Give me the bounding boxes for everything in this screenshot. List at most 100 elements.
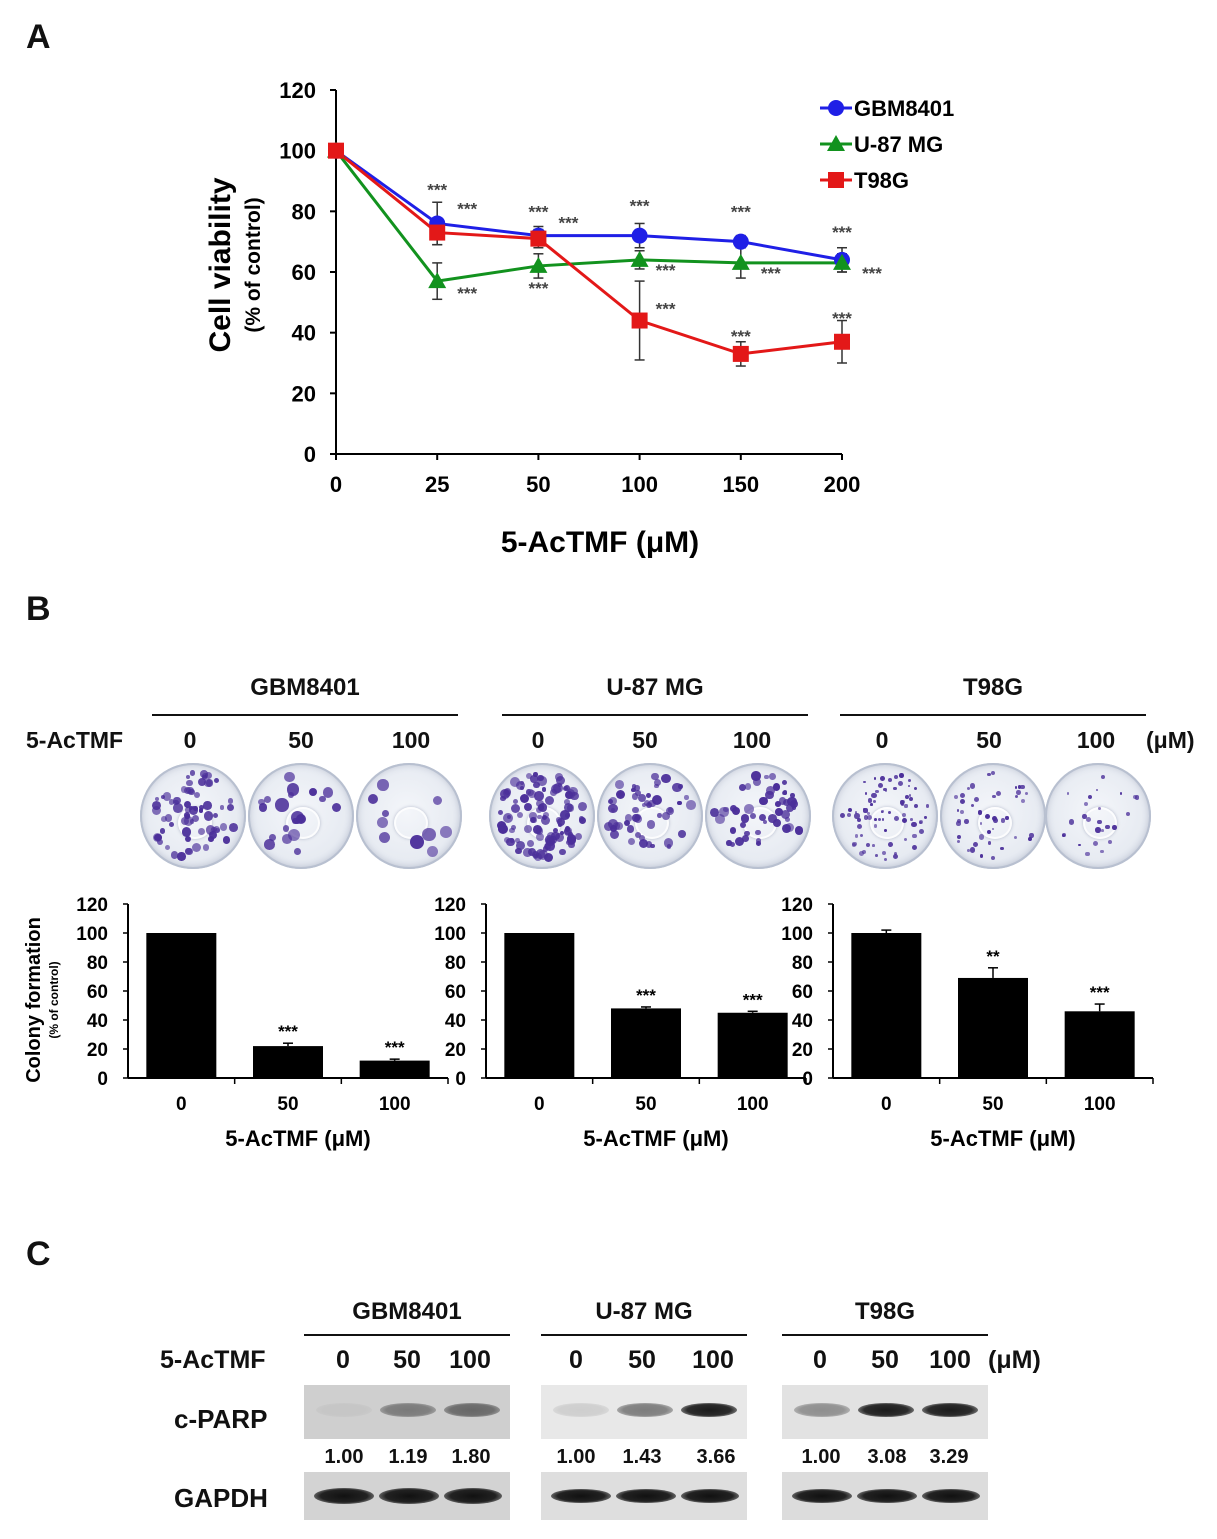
bar-xlabel: 5-AcTMF (μM)	[583, 1126, 728, 1151]
colony-dot	[971, 803, 975, 807]
colony-dot	[782, 799, 790, 807]
colony-dot	[872, 844, 875, 848]
colony-dot	[288, 792, 295, 799]
colony-dot	[907, 778, 911, 782]
colony-dot	[537, 803, 545, 811]
colony-dot	[535, 848, 546, 859]
colony-dot	[1108, 840, 1113, 845]
colony-dot	[1078, 843, 1081, 847]
blot-treatment-label: 5-AcTMF	[160, 1346, 266, 1374]
colony-dot	[908, 796, 914, 802]
colony-dot	[1101, 829, 1105, 832]
blot-band	[922, 1489, 980, 1503]
blot-ratio-value: 1.43	[622, 1446, 662, 1468]
panel-b-letter: B	[26, 590, 51, 628]
blot-row-label-cparp: c-PARP	[174, 1404, 268, 1434]
colony-dot	[954, 794, 959, 799]
colony-dot	[168, 798, 175, 805]
colony-dot	[1112, 825, 1117, 830]
colony-dot	[719, 807, 729, 817]
colony-dot	[781, 810, 791, 820]
colony-dot	[901, 812, 906, 817]
colony-dot	[258, 803, 268, 812]
colony-dot	[188, 788, 195, 796]
colony-dot	[957, 840, 961, 844]
colony-dot	[993, 818, 998, 824]
colony-dot	[551, 784, 562, 795]
colony-dot	[502, 813, 513, 824]
data-point	[328, 142, 344, 159]
colony-dot	[607, 798, 613, 804]
bar-xlabel: 5-AcTMF (μM)	[225, 1126, 370, 1151]
blot-band	[616, 1489, 676, 1503]
colony-dot	[984, 813, 990, 819]
colony-dot	[729, 841, 735, 847]
legend-label: GBM8401	[854, 96, 954, 121]
colony-dot	[755, 838, 762, 845]
y-tick-label: 80	[292, 199, 316, 224]
colony-dot	[973, 796, 980, 802]
colony-dot	[888, 841, 893, 847]
colony-dot	[744, 804, 754, 814]
colony-dot	[559, 848, 566, 855]
bar-y-tick-label: 100	[781, 924, 813, 945]
bar-y-tick-label: 40	[445, 1011, 466, 1032]
colony-dot	[686, 800, 696, 810]
colony-dot	[186, 774, 191, 779]
significance-label: ***	[862, 264, 882, 283]
line-chart-ylabel-sub: (% of control)	[242, 197, 265, 332]
blot-band	[551, 1489, 611, 1503]
colony-dot	[785, 803, 794, 812]
colony-dot	[638, 834, 646, 842]
colony-dot	[319, 795, 326, 802]
colony-dot	[730, 827, 737, 834]
colony-dot	[565, 789, 575, 799]
colony-dot	[169, 821, 174, 827]
colony-dot	[883, 858, 887, 862]
blot-dose-label: 0	[336, 1346, 350, 1374]
colony-dot	[744, 831, 750, 837]
colony-dot	[627, 837, 636, 846]
colony-dot	[537, 814, 542, 820]
colony-dot	[517, 811, 524, 818]
bar-category-label: 0	[881, 1094, 892, 1115]
colony-dot	[565, 840, 571, 846]
colony-dot	[177, 852, 186, 861]
colony-dot	[759, 796, 768, 806]
colony-group-title-gbm8401: GBM8401	[250, 674, 360, 701]
colony-dot	[754, 829, 761, 836]
blot-band	[922, 1403, 978, 1417]
colony-dot	[170, 851, 179, 859]
blot-group-title-u87mg: U-87 MG	[595, 1298, 693, 1325]
colony-dot	[894, 815, 899, 821]
colony-dot	[854, 813, 860, 819]
colony-dot	[1082, 814, 1087, 819]
colony-dot	[564, 828, 572, 836]
bar-y-tick-label: 120	[781, 895, 813, 916]
colony-dot	[1028, 836, 1033, 841]
colony-dot	[228, 823, 238, 832]
colony-dot	[378, 831, 390, 843]
colony-dot	[846, 812, 852, 817]
colony-dot	[1016, 790, 1021, 795]
colony-dish-image	[832, 763, 938, 869]
colony-dot	[866, 815, 873, 821]
colony-dot	[200, 770, 208, 778]
colony-dot	[859, 850, 865, 856]
blot-row-label-gapdh: GAPDH	[174, 1483, 268, 1513]
x-tick-label: 25	[425, 472, 449, 497]
colony-dot	[432, 796, 443, 806]
colony-dot	[856, 823, 863, 830]
bar-category-label: 50	[635, 1094, 656, 1115]
colony-dot	[893, 851, 897, 855]
colony-dot	[918, 819, 923, 824]
blot-band	[316, 1403, 372, 1417]
colony-dot	[368, 794, 379, 805]
significance-label: ***	[832, 223, 852, 242]
colony-dot	[880, 776, 886, 781]
colony-dot	[173, 803, 183, 813]
colony-dot	[864, 792, 868, 795]
colony-dot	[609, 824, 618, 833]
colony-dot	[1125, 812, 1130, 817]
bar-category-label: 50	[277, 1094, 298, 1115]
